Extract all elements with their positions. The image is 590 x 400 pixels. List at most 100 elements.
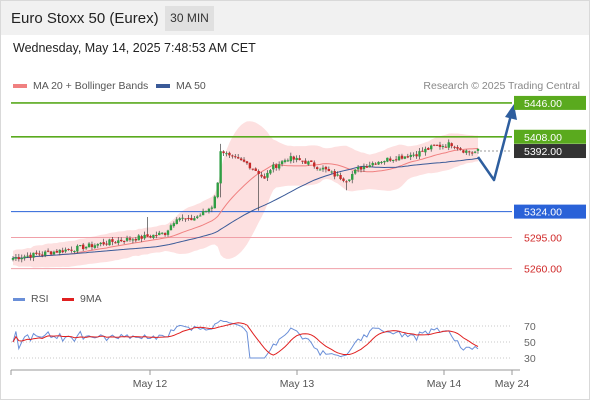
legend-ma20: MA 20 + Bollinger Bands	[13, 80, 148, 92]
candle-body	[184, 218, 187, 220]
timeframe-button[interactable]: 30 MIN	[165, 6, 214, 31]
candle-body	[418, 151, 421, 157]
candle-body	[117, 240, 120, 244]
rsi-9ma-line	[12, 322, 479, 356]
candle-body	[327, 169, 331, 172]
ma20-label: MA 20 + Bollinger Bands	[33, 80, 149, 92]
level-label-3: 5295.00	[524, 232, 562, 244]
candle-body	[128, 238, 132, 240]
candle-body	[17, 257, 21, 260]
candle-body	[225, 153, 228, 155]
candle-body	[456, 147, 459, 149]
candle-body	[52, 251, 56, 255]
candle-body	[105, 243, 108, 245]
candle-body	[304, 160, 307, 164]
candle-body	[368, 165, 371, 168]
candle-body	[345, 181, 348, 183]
candle-body	[383, 161, 386, 163]
candle-body	[324, 166, 328, 170]
ma9-swatch	[62, 297, 74, 301]
candle-body	[193, 218, 196, 221]
candle-body	[207, 208, 211, 212]
candle-body	[196, 216, 199, 218]
chart-title: Euro Stoxx 50 (Eurex)	[11, 10, 159, 27]
rsi-label: RSI	[31, 293, 49, 305]
candle-body	[260, 174, 263, 177]
candle-body	[222, 151, 225, 154]
candle-body	[125, 237, 129, 241]
level-label-4: 5260.00	[524, 264, 562, 276]
candle-body	[462, 150, 465, 153]
ma50-label: MA 50	[176, 80, 206, 92]
candle-body	[32, 252, 35, 258]
x-tick-label-2: May 14	[427, 378, 462, 390]
candle-body	[11, 257, 15, 260]
candle-body	[248, 162, 252, 169]
rsi-tick-1: 50	[524, 337, 536, 349]
candle-body	[447, 142, 450, 148]
candle-body	[371, 162, 374, 166]
candle-body	[459, 148, 462, 150]
candle-body	[330, 171, 333, 173]
candle-body	[61, 250, 64, 253]
candle-body	[348, 179, 351, 181]
level-label-1: 5408.00	[524, 132, 562, 144]
candle-body	[166, 230, 170, 235]
level-label-2: 5324.00	[524, 207, 562, 219]
candle-body	[283, 160, 287, 162]
ma9-label: 9MA	[80, 293, 102, 305]
candle-body	[356, 167, 360, 170]
timestamp: Wednesday, May 14, 2025 7:48:53 AM CET	[13, 41, 256, 55]
candle-body	[353, 169, 357, 174]
candle-body	[430, 145, 433, 150]
legend-rsi: RSI	[13, 293, 49, 305]
candle-body	[470, 152, 474, 154]
candle-body	[149, 236, 152, 238]
candle-body	[389, 158, 392, 161]
candle-body	[108, 239, 111, 246]
candle-body	[280, 161, 284, 165]
candle-body	[254, 168, 257, 171]
candle-body	[137, 235, 140, 241]
rsi-swatch	[13, 297, 25, 301]
candle-body	[424, 148, 427, 153]
chart-header	[1, 1, 589, 35]
candle-body	[359, 166, 363, 170]
candle-body	[143, 234, 146, 239]
candle-body	[73, 250, 76, 252]
candle-body	[333, 171, 336, 177]
candle-body	[406, 156, 410, 158]
candle-body	[181, 217, 184, 219]
candle-body	[292, 156, 295, 160]
candle-body	[266, 172, 269, 178]
candle-body	[336, 174, 339, 176]
candle-body	[99, 242, 102, 245]
bollinger-band	[13, 121, 478, 268]
candle-body	[187, 217, 190, 219]
candle-body	[84, 246, 88, 249]
x-tick-label-1: May 13	[280, 378, 315, 390]
candle-body	[239, 158, 243, 161]
candle-body	[134, 238, 138, 241]
candle-body	[476, 148, 480, 151]
candle-body	[114, 242, 117, 244]
candle-body	[313, 162, 316, 167]
forecast-arrow	[476, 114, 513, 182]
candle-body	[307, 161, 310, 165]
candle-body	[415, 154, 418, 157]
candle-body	[310, 160, 313, 162]
level-tag-0	[514, 95, 586, 110]
candle-body	[245, 161, 249, 164]
ma50-swatch	[156, 84, 170, 88]
candle-body	[251, 168, 255, 170]
candle-body	[301, 160, 304, 162]
candle-body	[432, 144, 436, 146]
candle-body	[465, 150, 468, 153]
candle-body	[213, 196, 216, 209]
rsi-tick-2: 30	[524, 353, 536, 365]
candle-body	[41, 254, 44, 256]
candle-body	[96, 244, 100, 246]
candle-body	[46, 250, 50, 252]
candle-body	[409, 154, 412, 157]
